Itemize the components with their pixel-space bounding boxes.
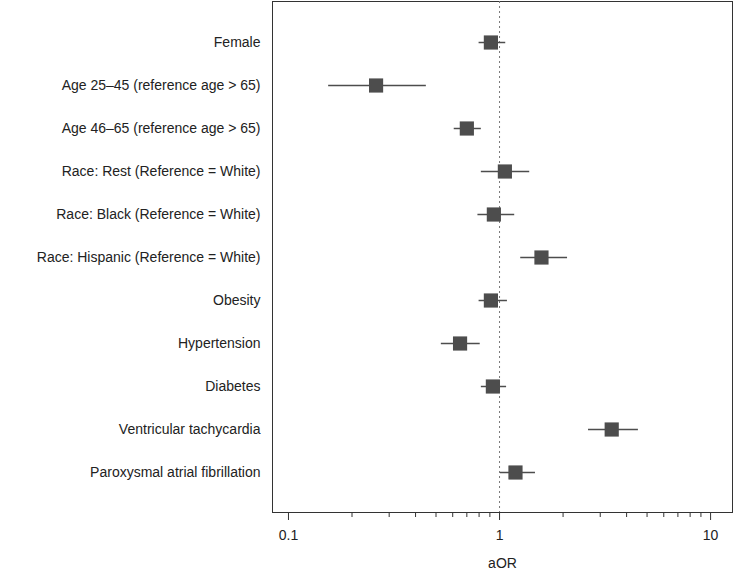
svg-text:aOR: aOR [488,555,517,571]
svg-text:0.1: 0.1 [279,527,299,543]
svg-text:Diabetes: Diabetes [205,378,260,394]
svg-text:Ventricular tachycardia: Ventricular tachycardia [119,421,261,437]
svg-text:Age 25–45 (reference age > 65): Age 25–45 (reference age > 65) [62,77,261,93]
svg-text:Race: Rest (Reference = White): Race: Rest (Reference = White) [62,163,261,179]
svg-text:Hypertension: Hypertension [178,335,261,351]
svg-text:Race: Black (Reference = White: Race: Black (Reference = White) [56,206,260,222]
svg-text:Obesity: Obesity [213,292,260,308]
svg-text:Paroxysmal atrial fibrillation: Paroxysmal atrial fibrillation [90,464,260,480]
svg-text:Female: Female [214,34,261,50]
svg-text:Age 46–65 (reference age > 65): Age 46–65 (reference age > 65) [62,120,261,136]
svg-text:10: 10 [703,527,719,543]
svg-text:Race: Hispanic (Reference = Wh: Race: Hispanic (Reference = White) [37,249,261,265]
svg-text:1: 1 [496,527,504,543]
